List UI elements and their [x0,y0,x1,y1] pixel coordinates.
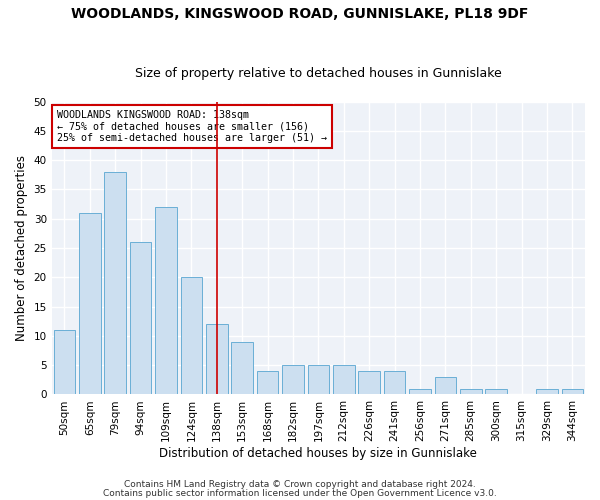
Title: Size of property relative to detached houses in Gunnislake: Size of property relative to detached ho… [135,66,502,80]
Bar [282,365,304,394]
Bar [409,388,431,394]
Bar [232,342,253,394]
Bar [206,324,227,394]
Bar [333,365,355,394]
Bar [104,172,126,394]
Bar [536,388,557,394]
Bar [434,377,456,394]
Bar [181,278,202,394]
Text: Contains HM Land Registry data © Crown copyright and database right 2024.: Contains HM Land Registry data © Crown c… [124,480,476,489]
Text: Contains public sector information licensed under the Open Government Licence v3: Contains public sector information licen… [103,489,497,498]
Bar [130,242,151,394]
Y-axis label: Number of detached properties: Number of detached properties [15,155,28,341]
Text: WOODLANDS KINGSWOOD ROAD: 138sqm
← 75% of detached houses are smaller (156)
25% : WOODLANDS KINGSWOOD ROAD: 138sqm ← 75% o… [57,110,327,144]
Bar [358,371,380,394]
Bar [155,207,177,394]
Bar [485,388,507,394]
Bar [460,388,482,394]
Bar [308,365,329,394]
Bar [257,371,278,394]
Bar [53,330,75,394]
Bar [384,371,406,394]
Text: WOODLANDS, KINGSWOOD ROAD, GUNNISLAKE, PL18 9DF: WOODLANDS, KINGSWOOD ROAD, GUNNISLAKE, P… [71,8,529,22]
Bar [79,213,101,394]
X-axis label: Distribution of detached houses by size in Gunnislake: Distribution of detached houses by size … [160,447,477,460]
Bar [562,388,583,394]
